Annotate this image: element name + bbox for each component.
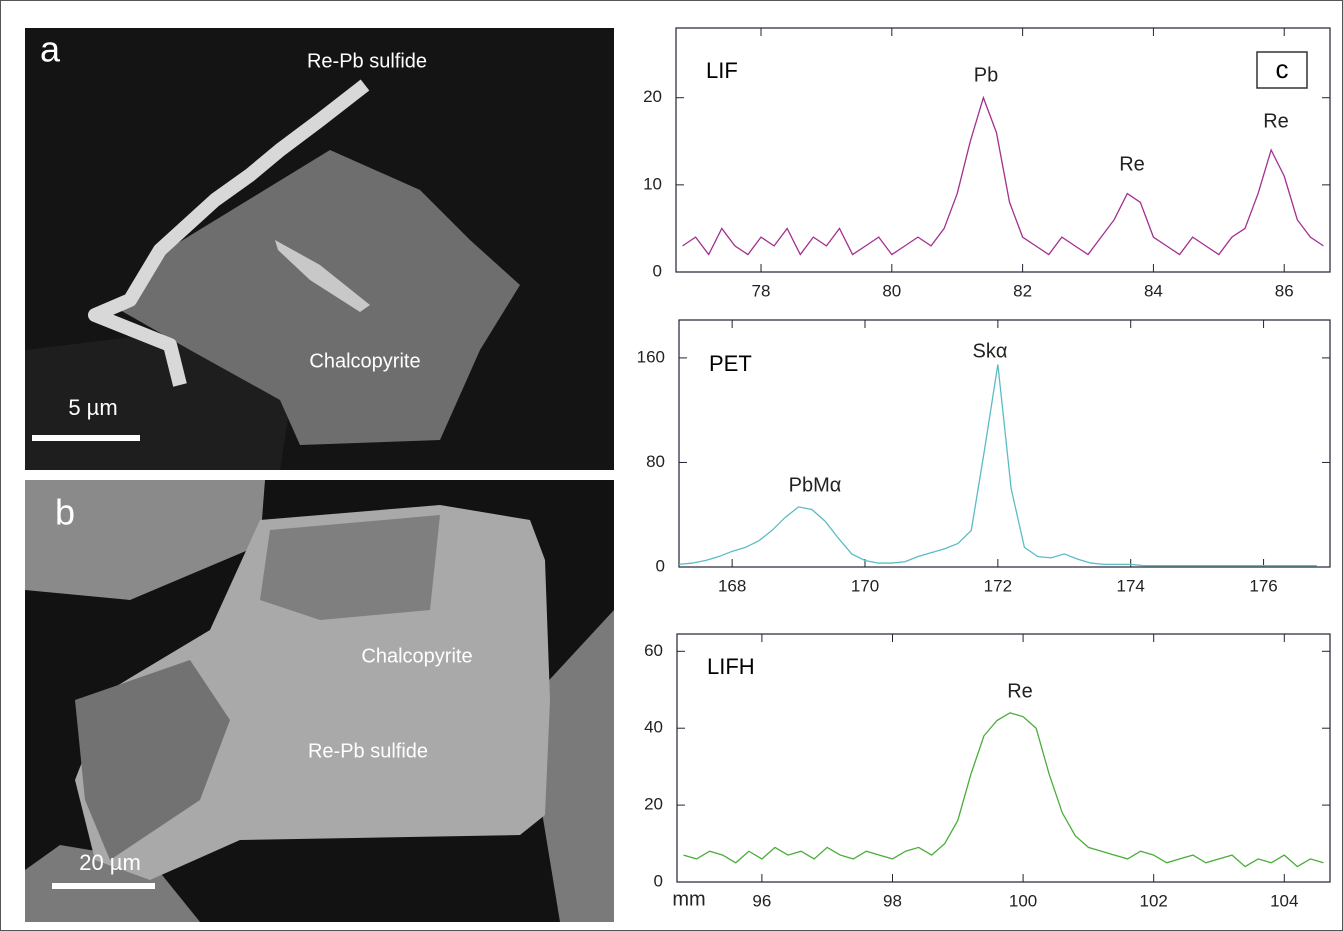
y-tick-label: 60 (644, 641, 663, 660)
label: Chalcopyrite (309, 350, 420, 372)
y-tick-label: 0 (653, 261, 662, 280)
x-axis-label: mm (672, 888, 705, 910)
y-tick-label: 0 (656, 556, 665, 575)
peak-label: Skα (973, 340, 1008, 362)
y-tick-label: 80 (646, 452, 665, 471)
plot-frame (675, 27, 1331, 273)
altered-rim (260, 515, 440, 620)
y-tick-label: 10 (643, 174, 662, 193)
peak-label: Re (1007, 680, 1033, 702)
y-tick-label: 20 (643, 87, 662, 106)
x-tick-label: 78 (752, 281, 771, 300)
x-tick-label: 84 (1144, 281, 1163, 300)
x-tick-label: 176 (1249, 576, 1277, 595)
grain (120, 150, 520, 445)
x-tick-label: 100 (1009, 891, 1037, 910)
x-tick-label: 82 (1013, 281, 1032, 300)
peak-label: PbMα (789, 474, 842, 496)
peak-label: Re (1263, 110, 1289, 132)
x-tick-label: 170 (851, 576, 879, 595)
panel-label: a (40, 29, 61, 70)
x-tick-label: 174 (1117, 576, 1145, 595)
spectrum (683, 712, 1324, 868)
grain (25, 480, 265, 600)
panel-label-box (1256, 51, 1308, 89)
x-tick-label: 86 (1275, 281, 1294, 300)
spectrum (678, 364, 1317, 567)
scale-bar (32, 435, 140, 441)
panel-label: b (55, 492, 75, 533)
panel-label: c (1276, 54, 1289, 84)
x-tick-label: 96 (752, 891, 771, 910)
scale-label: 20 µm (79, 850, 141, 875)
x-tick-label: 172 (984, 576, 1012, 595)
scale-label: 5 µm (68, 395, 117, 420)
x-tick-label: 80 (882, 281, 901, 300)
series-label: LIF (706, 58, 738, 83)
series-label: PET (709, 351, 752, 376)
peak-label: Pb (974, 64, 998, 86)
y-tick-label: 20 (644, 795, 663, 814)
altered-rim (75, 660, 230, 860)
label: Re-Pb sulfide (307, 50, 427, 72)
series-label: LIFH (707, 654, 755, 679)
y-tick-label: 40 (644, 718, 663, 737)
grain (540, 610, 614, 922)
plot-frame (676, 633, 1331, 883)
label: Chalcopyrite (361, 645, 472, 667)
x-tick-label: 102 (1140, 891, 1168, 910)
x-tick-label: 98 (883, 891, 902, 910)
spectrum (682, 95, 1324, 256)
sulfide-vein (88, 79, 370, 387)
sulfide-vein (275, 240, 370, 312)
y-tick-label: 160 (637, 347, 665, 366)
y-tick-label: 0 (654, 871, 663, 890)
plot-frame (678, 319, 1331, 568)
peak-label: Re (1119, 153, 1145, 175)
label: Re-Pb sulfide (308, 740, 428, 762)
scale-bar (52, 883, 155, 889)
x-tick-label: 104 (1270, 891, 1298, 910)
x-tick-label: 168 (718, 576, 746, 595)
